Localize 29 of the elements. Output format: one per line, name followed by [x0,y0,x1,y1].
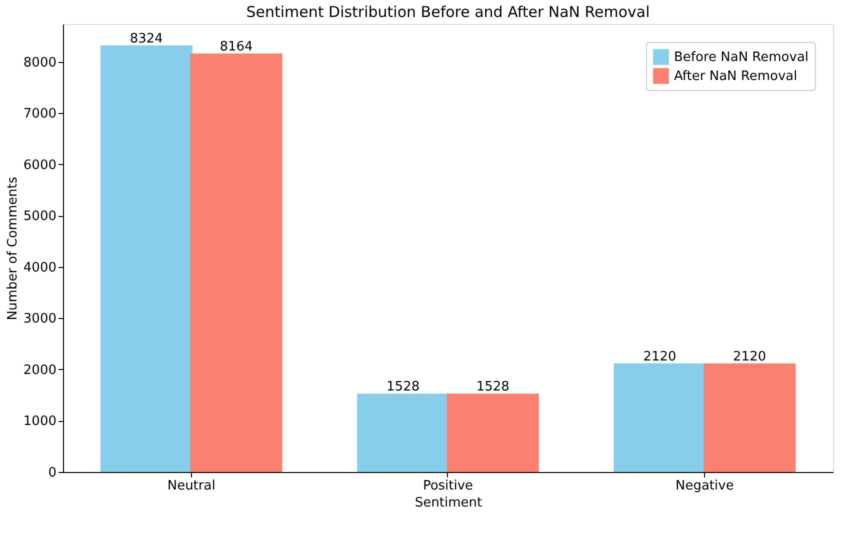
bar [357,394,450,472]
legend-label: Before NaN Removal [674,50,809,65]
bar [190,54,282,472]
data-label: 8324 [130,31,163,46]
x-axis-title: Sentiment [414,496,482,510]
data-label: 2120 [733,349,766,364]
data-label: 8164 [220,40,253,55]
y-tick-label: 8000 [23,55,56,70]
y-tick-label: 5000 [23,209,56,224]
y-tick-label: 2000 [23,362,56,378]
y-tick-label: 3000 [23,312,56,327]
y-tick-label: 6000 [23,158,56,173]
x-tick-label: Neutral [167,478,216,494]
y-tick-label: 0 [48,466,56,480]
x-tick-label: Positive [422,478,474,494]
y-tick-label: 4000 [23,260,56,276]
bar [614,363,706,472]
y-axis-title: Number of Comments [5,176,20,320]
bar [704,363,796,472]
y-tick-label: 1000 [23,414,56,430]
bar [100,45,192,472]
data-label: 2120 [643,349,676,364]
data-label: 1528 [386,380,420,395]
legend-label: After NaN Removal [674,69,798,84]
bar [446,394,539,472]
y-tick-label: 7000 [23,106,56,122]
chart-title: Sentiment Distribution Before and After NaN Removal [246,3,650,21]
x-tick-label: Negative [675,478,734,494]
data-label: 1528 [476,380,510,395]
